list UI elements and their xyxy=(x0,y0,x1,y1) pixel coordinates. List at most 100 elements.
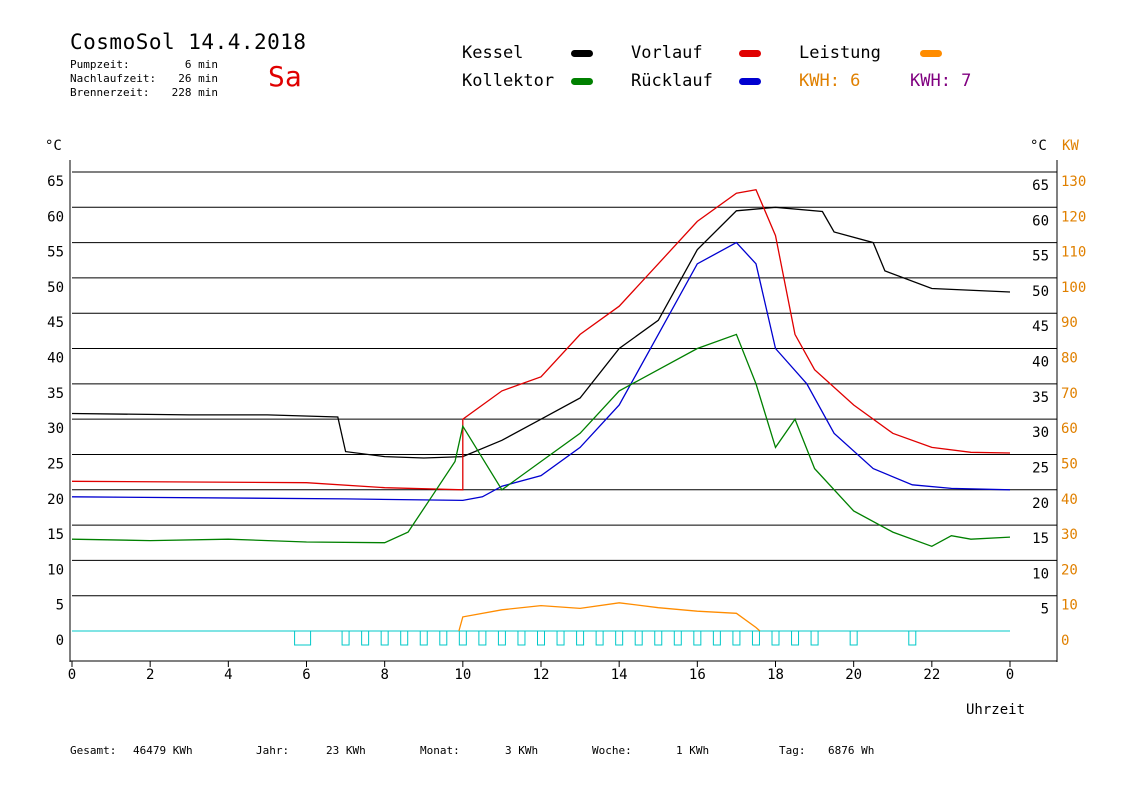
pump-block xyxy=(849,630,858,646)
legend-leistung: Leistung xyxy=(799,43,881,63)
info-pumpzeit-label: Pumpzeit: xyxy=(70,58,130,71)
pump-block xyxy=(341,630,350,646)
y-tick-label-right: 20 xyxy=(1032,496,1049,512)
y-tick-label-left: 45 xyxy=(47,315,64,331)
pump-block xyxy=(673,630,682,646)
y-tick-label-kw: 20 xyxy=(1061,562,1078,578)
y-tick-label-left: 65 xyxy=(47,174,64,190)
y-tick-label-kw: 60 xyxy=(1061,421,1078,437)
y-tick-label-kw: 80 xyxy=(1061,351,1078,367)
y-tick-label-left: 40 xyxy=(47,351,64,367)
footer-jahr-value: 23 KWh xyxy=(326,744,366,757)
footer-tag-value: 6876 Wh xyxy=(828,744,875,757)
pump-block xyxy=(458,630,467,646)
pump-block xyxy=(537,630,545,646)
y-tick-label-kw: 70 xyxy=(1061,386,1078,402)
y-tick-label-left: 5 xyxy=(56,598,64,614)
pump-block xyxy=(595,630,604,646)
legend-ruecklauf: Rücklauf xyxy=(631,71,713,91)
legend-kessel-swatch xyxy=(571,50,593,57)
footer-woche-value: 1 KWh xyxy=(676,744,710,757)
pump-block xyxy=(791,630,800,646)
y-tick-label-left: 25 xyxy=(47,456,64,472)
y-tick-label-left: 10 xyxy=(47,562,64,578)
y-tick-label-kw: 30 xyxy=(1061,527,1078,543)
y-axis-right-unit: °C xyxy=(1030,138,1047,154)
y-tick-label-kw: 40 xyxy=(1061,492,1078,508)
pump-block xyxy=(294,630,312,646)
legend-kollektor: Kollektor xyxy=(462,71,555,91)
y-tick-label-right: 50 xyxy=(1032,284,1049,300)
y-tick-label-left: 20 xyxy=(47,492,64,508)
pump-blocks xyxy=(72,630,1010,646)
y-tick-label-kw: 90 xyxy=(1061,315,1078,331)
legend-kessel: Kessel xyxy=(462,43,524,63)
y-tick-label-left: 15 xyxy=(47,527,64,543)
y-tick-label-right: 60 xyxy=(1032,213,1049,229)
x-axis-label: Uhrzeit xyxy=(966,702,1026,718)
pump-block xyxy=(771,630,780,646)
x-tick-label: 0 xyxy=(1006,667,1014,683)
pump-block xyxy=(497,630,506,646)
pump-block xyxy=(810,630,819,646)
y-tick-label-left: 50 xyxy=(47,280,64,296)
x-tick-label: 14 xyxy=(611,667,628,683)
y-tick-label-right: 35 xyxy=(1032,390,1049,406)
x-tick-label: 8 xyxy=(380,667,388,683)
y-tick-label-left: 60 xyxy=(47,209,64,225)
footer-gesamt-label: Gesamt: xyxy=(70,744,117,757)
info-nachlaufzeit-label: Nachlaufzeit: xyxy=(70,72,157,85)
legend-kwh-7: KWH: 7 xyxy=(910,71,972,91)
y-tick-label-right: 65 xyxy=(1032,178,1049,194)
footer-monat-label: Monat: xyxy=(420,744,460,757)
y-tick-label-right: 15 xyxy=(1032,531,1049,547)
pump-block xyxy=(908,630,917,646)
pump-block xyxy=(361,630,370,646)
pump-block xyxy=(517,630,526,646)
weekday-label: Sa xyxy=(268,60,302,93)
series-line-ruecklauf xyxy=(71,241,1011,502)
y-tick-label-right: 5 xyxy=(1041,602,1049,618)
pump-block xyxy=(380,630,389,646)
footer-tag-label: Tag: xyxy=(779,744,806,757)
series-line-kollektor xyxy=(71,333,1011,548)
y-axis-kw-unit: KW xyxy=(1062,138,1079,154)
pump-block xyxy=(400,630,409,646)
pump-block xyxy=(419,630,428,646)
legend-vorlauf-swatch xyxy=(739,50,761,57)
y-tick-label-kw: 50 xyxy=(1061,456,1078,472)
x-tick-label: 0 xyxy=(68,667,76,683)
axes xyxy=(69,160,1058,667)
y-axis-left-unit: °C xyxy=(45,138,62,154)
y-tick-label-left: 35 xyxy=(47,386,64,402)
footer-monat-value: 3 KWh xyxy=(505,744,539,757)
x-tick-label: 18 xyxy=(767,667,784,683)
y-tick-label-kw: 110 xyxy=(1061,245,1086,261)
y-tick-label-kw: 100 xyxy=(1061,280,1086,296)
pump-block xyxy=(693,630,702,646)
x-tick-label: 6 xyxy=(302,667,310,683)
y-tick-label-left: 0 xyxy=(56,633,64,649)
y-tick-label-kw: 0 xyxy=(1061,633,1069,649)
pump-block xyxy=(615,630,624,646)
pump-block xyxy=(654,630,663,646)
footer-gesamt-value: 46479 KWh xyxy=(133,744,193,757)
info-brennerzeit-value: 228 min xyxy=(171,86,218,99)
pump-block xyxy=(634,630,643,646)
x-tick-label: 22 xyxy=(923,667,940,683)
pump-block xyxy=(478,630,487,646)
footer-jahr-label: Jahr: xyxy=(256,744,290,757)
pump-block xyxy=(576,630,585,646)
legend-kwh-6: KWH: 6 xyxy=(799,71,861,91)
series-line-leistung xyxy=(458,602,761,632)
x-tick-label: 2 xyxy=(146,667,154,683)
y-tick-label-right: 40 xyxy=(1032,355,1049,371)
legend-leistung-swatch xyxy=(920,50,942,57)
pump-block xyxy=(712,630,721,646)
series-line-vorlauf xyxy=(71,188,1011,491)
y-tick-label-left: 55 xyxy=(47,245,64,261)
y-tick-label-kw: 130 xyxy=(1061,174,1086,190)
grid-lines xyxy=(72,171,1057,597)
y-tick-label-right: 25 xyxy=(1032,460,1049,476)
